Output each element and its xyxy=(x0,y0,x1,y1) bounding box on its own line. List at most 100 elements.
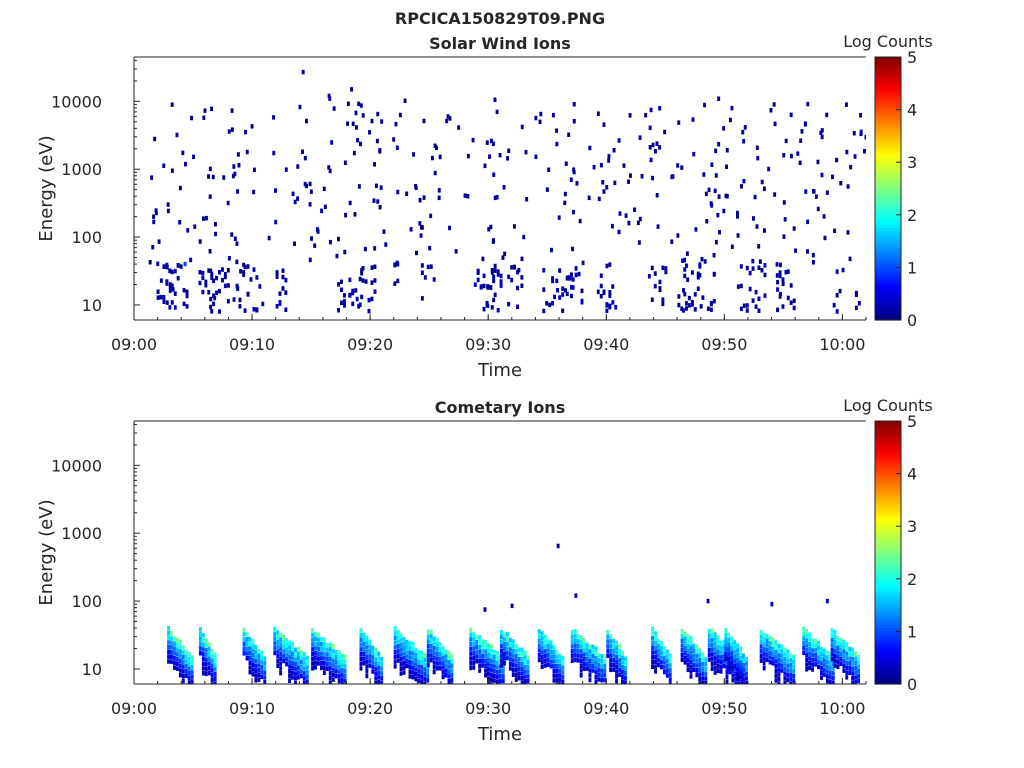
data-point xyxy=(281,268,285,273)
data-point xyxy=(543,649,547,654)
data-point xyxy=(190,655,194,660)
data-point xyxy=(291,670,294,675)
colorbar-segment xyxy=(875,80,901,84)
data-point xyxy=(334,655,338,660)
data-point xyxy=(690,299,694,305)
data-point xyxy=(252,267,256,272)
colorbar-segment xyxy=(875,641,901,646)
data-point xyxy=(774,649,778,655)
data-point xyxy=(447,650,451,655)
data-point xyxy=(285,657,289,662)
data-point xyxy=(492,278,496,284)
data-point xyxy=(185,293,189,299)
data-point xyxy=(574,266,578,271)
data-point xyxy=(762,637,766,642)
data-point xyxy=(481,663,485,668)
data-point xyxy=(802,641,806,646)
data-point xyxy=(399,671,403,676)
data-point xyxy=(683,645,687,651)
data-point xyxy=(423,275,427,280)
data-point xyxy=(833,634,837,640)
data-point xyxy=(657,662,660,668)
data-point xyxy=(170,659,173,664)
data-point xyxy=(534,115,538,121)
data-point xyxy=(558,654,562,659)
data-point xyxy=(375,138,379,144)
data-point xyxy=(361,113,365,118)
data-point xyxy=(576,658,580,663)
data-point xyxy=(724,642,728,647)
data-point xyxy=(611,284,615,289)
colorbar-segment xyxy=(875,310,901,315)
data-point xyxy=(609,634,613,639)
data-point xyxy=(553,294,557,300)
data-point xyxy=(864,135,866,140)
data-point xyxy=(825,659,829,665)
data-point xyxy=(582,652,586,657)
data-point xyxy=(665,654,669,659)
data-point xyxy=(759,634,763,640)
colorbar-segment xyxy=(875,122,901,127)
data-point xyxy=(511,639,515,644)
data-point xyxy=(698,648,702,653)
data-point xyxy=(701,680,705,684)
data-point xyxy=(739,665,743,670)
data-point xyxy=(317,637,320,642)
data-point xyxy=(248,636,252,642)
data-point xyxy=(579,673,583,678)
data-point xyxy=(565,291,569,297)
data-point xyxy=(713,656,717,661)
data-point xyxy=(450,663,454,669)
colorbar-segment xyxy=(875,60,901,65)
data-point xyxy=(479,285,483,290)
data-point xyxy=(441,646,445,651)
data-point xyxy=(789,283,793,288)
data-point xyxy=(500,634,503,640)
colorbar-segment xyxy=(875,545,901,550)
data-point xyxy=(621,650,624,656)
data-point xyxy=(692,658,696,663)
data-point xyxy=(717,96,721,101)
data-point xyxy=(485,140,489,145)
data-point xyxy=(680,648,684,653)
data-point xyxy=(523,650,527,655)
data-point xyxy=(201,637,205,643)
data-point xyxy=(857,664,861,669)
data-point xyxy=(396,644,400,649)
data-point xyxy=(501,673,505,679)
data-point xyxy=(692,648,696,653)
data-point xyxy=(296,646,300,652)
data-point xyxy=(581,260,585,266)
data-point xyxy=(830,652,834,657)
data-point xyxy=(204,662,208,667)
colorbar-segment xyxy=(875,680,901,685)
data-point xyxy=(555,278,559,284)
x-tick-label: 09:40 xyxy=(583,699,629,718)
data-point xyxy=(301,149,305,154)
data-point xyxy=(422,195,426,200)
data-point xyxy=(638,135,642,140)
data-point xyxy=(209,304,213,310)
data-point xyxy=(245,656,249,661)
data-point xyxy=(441,674,445,680)
data-point xyxy=(820,134,824,140)
data-point xyxy=(814,652,818,658)
data-point xyxy=(831,666,835,671)
data-point xyxy=(603,663,607,669)
data-point xyxy=(405,659,409,664)
data-point xyxy=(215,275,219,281)
data-point xyxy=(830,656,834,662)
data-point xyxy=(472,660,476,666)
data-point xyxy=(857,659,861,665)
data-point xyxy=(346,101,350,107)
data-point xyxy=(447,664,451,670)
data-point xyxy=(511,672,515,677)
data-point xyxy=(828,665,832,671)
data-point xyxy=(420,270,424,275)
data-point xyxy=(780,663,784,668)
data-point xyxy=(257,672,261,678)
data-point xyxy=(722,663,726,669)
data-point xyxy=(273,641,277,646)
data-point xyxy=(599,294,603,299)
